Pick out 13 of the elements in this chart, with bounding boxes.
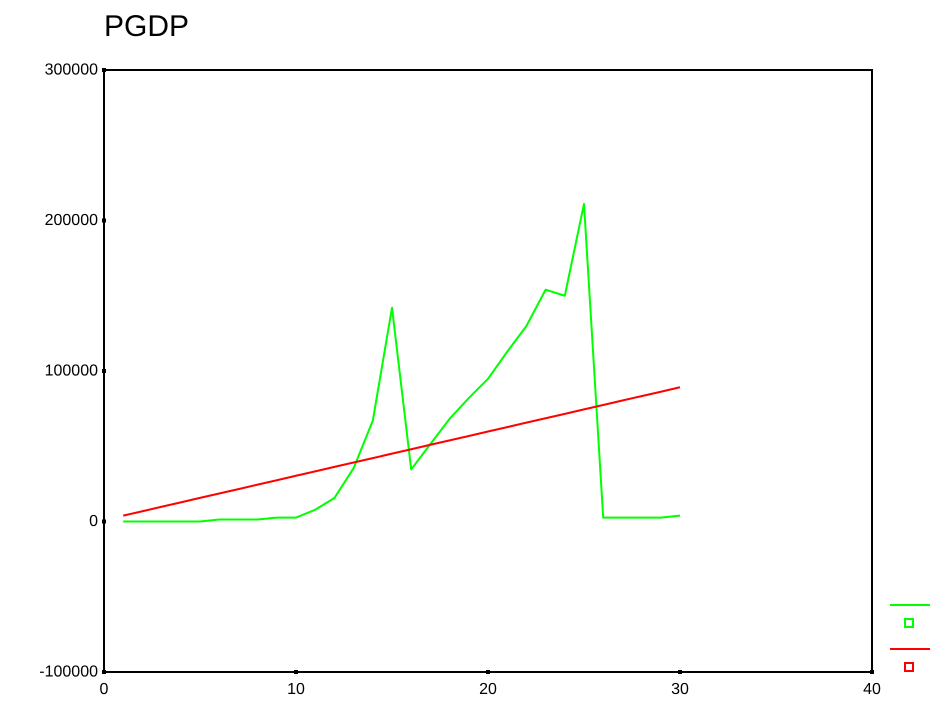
x-tick-label: 0 <box>100 681 109 698</box>
x-tick-label: 20 <box>479 681 497 698</box>
chart-title: PGDP <box>104 10 190 43</box>
y-tick-label: 100000 <box>44 362 98 380</box>
line-series <box>122 386 681 517</box>
line-series <box>122 202 681 522</box>
y-tick-label: 200000 <box>44 212 98 229</box>
x-tick-label: 30 <box>671 681 689 698</box>
x-tick-label: 40 <box>863 681 881 698</box>
x-tick-label: 10 <box>287 681 305 698</box>
y-tick-label: 0 <box>89 513 98 530</box>
y-tick-label: -100000 <box>39 664 98 680</box>
y-tick-label: 300000 <box>44 62 98 78</box>
